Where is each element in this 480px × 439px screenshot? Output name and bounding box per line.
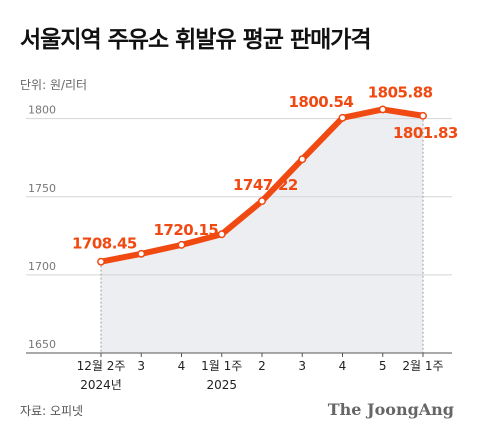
data-label-2: 1720.15	[154, 221, 219, 239]
source-label: 자료: 오피넷	[20, 404, 84, 418]
x-tick-label-4: 2	[258, 359, 266, 373]
x-tick-label-2: 4	[178, 359, 186, 373]
data-point-1	[137, 249, 146, 258]
data-label-6: 1800.54	[289, 93, 354, 111]
data-label-7: 1805.88	[368, 83, 433, 101]
chart-title: 서울지역 주유소 휘발유 평균 판매가격	[20, 27, 372, 53]
data-label-0: 1708.45	[72, 235, 137, 253]
unit-label: 단위: 원/리터	[20, 78, 88, 92]
data-point-4	[258, 197, 266, 206]
x-tick-label-6: 4	[339, 359, 347, 373]
x-tick-label-7: 5	[379, 359, 387, 373]
data-label-4: 1747.22	[233, 176, 298, 194]
x-tick-label-1: 3	[137, 359, 145, 373]
data-point-2	[177, 240, 186, 249]
y-tick-label-1800: 1800	[28, 104, 56, 117]
x-tick-label-3-line2: 2025	[206, 378, 237, 392]
data-point-3	[217, 230, 226, 239]
x-tick-label-0: 12월 2주	[77, 359, 126, 373]
y-tick-label-1750: 1750	[28, 182, 56, 195]
data-label-8: 1801.83	[393, 124, 458, 142]
data-point-0	[97, 257, 105, 266]
data-point-8	[419, 111, 427, 120]
x-tick-label-5: 3	[298, 359, 306, 373]
brand-logo: The JoongAng	[327, 400, 454, 419]
area-fill	[101, 109, 423, 353]
y-tick-label-1700: 1700	[28, 260, 56, 273]
y-tick-label-1650: 1650	[28, 338, 56, 351]
data-point-5	[298, 155, 307, 164]
x-tick-label-0-line2: 2024년	[80, 378, 122, 392]
data-point-7	[378, 105, 387, 114]
data-point-6	[338, 113, 347, 122]
x-tick-label-3: 1월 1주	[201, 359, 242, 373]
x-tick-label-8: 2월 1주	[402, 359, 443, 373]
